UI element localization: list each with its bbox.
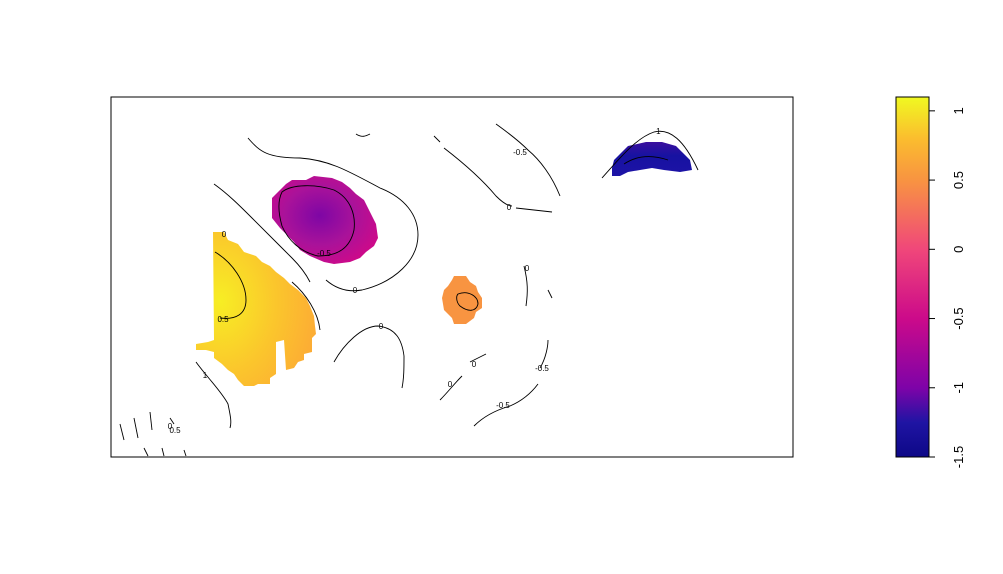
- contour-line: [278, 185, 355, 257]
- contour-lines: [119, 123, 699, 457]
- contour-line: [133, 417, 139, 439]
- colorbar-tick-label: 0.5: [951, 171, 966, 189]
- contour-line: [247, 137, 419, 292]
- contour-line: [601, 130, 699, 179]
- heatmap-regions: [196, 142, 692, 386]
- colorbar-tick-label: 0: [951, 246, 966, 253]
- contour-line: [515, 207, 553, 213]
- contour-label: 0: [379, 322, 384, 331]
- contour-line: [623, 156, 669, 165]
- contour-label: 1: [203, 371, 208, 380]
- contour-line: [195, 361, 232, 429]
- plot-frame: [110, 96, 794, 458]
- contour-label: 0: [353, 286, 358, 295]
- contour-line: [291, 281, 321, 331]
- contour-label: -0.5: [496, 401, 510, 410]
- contour-line: [469, 353, 487, 363]
- contour-line: [119, 423, 125, 441]
- contour-line: [539, 339, 549, 369]
- colorbar-tick-label: -0.5: [951, 307, 966, 329]
- contour-label: -0.5: [513, 148, 527, 157]
- colorbar-ticks: -1.5 -1 -0.5 0 0.5 1: [929, 107, 966, 468]
- contour-line: [523, 265, 528, 307]
- contour-label: -1: [653, 127, 661, 136]
- colorbar-tick-label: 1: [951, 107, 966, 114]
- colorbar-tick-label: -1.5: [951, 446, 966, 468]
- contour-label: 0: [507, 203, 512, 212]
- contour-label: -0.5: [535, 364, 549, 373]
- contour-line: [439, 375, 463, 401]
- contour-line: [456, 292, 479, 311]
- colorbar-gradient: [896, 97, 929, 457]
- contour-label: 0: [222, 230, 227, 239]
- contour-label: 0: [168, 422, 173, 431]
- contour-line: [355, 133, 371, 137]
- contour-line: [473, 383, 539, 427]
- colorbar-tick-label: -1: [951, 382, 966, 394]
- contour-label: -0.5: [317, 249, 331, 258]
- heat-region-orange-left: [196, 232, 316, 386]
- contour-line: [214, 251, 247, 319]
- contour-line: [333, 325, 405, 389]
- contour-line: [495, 123, 561, 197]
- contour-line: [149, 411, 153, 431]
- contour-label: 0.5: [217, 315, 229, 324]
- colorbar-frame: [895, 96, 930, 458]
- contour-label: 0: [525, 264, 530, 273]
- contour-line: [443, 147, 513, 207]
- heat-region-orange-small: [442, 276, 482, 324]
- contour-line: [547, 289, 553, 299]
- contour-line: [143, 447, 149, 457]
- contour-label: 0.5: [169, 426, 181, 435]
- contour-line: [161, 447, 165, 457]
- contour-line: [169, 417, 175, 425]
- heat-region-magenta: [272, 176, 378, 264]
- contour-label: 0: [472, 360, 477, 369]
- contour-line: [213, 183, 311, 283]
- heat-region-blue: [612, 142, 692, 176]
- colorbar: -1.5 -1 -0.5 0 0.5 1: [895, 96, 966, 468]
- contour-label: 0: [448, 380, 453, 389]
- contour-line: [433, 135, 441, 143]
- contour-line: [183, 449, 187, 457]
